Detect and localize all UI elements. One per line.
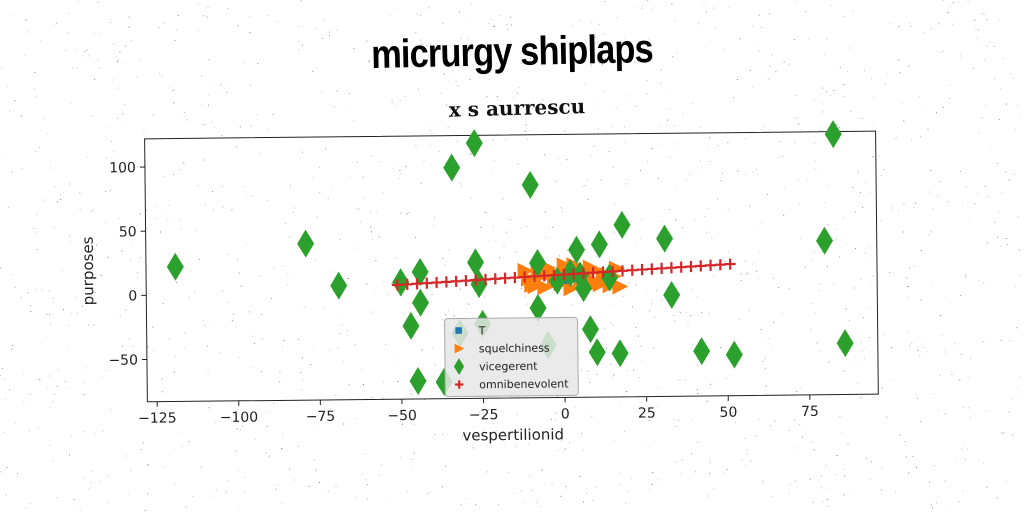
x-tick-label: −125 — [138, 411, 177, 427]
data-point — [558, 268, 570, 281]
legend-symbol — [454, 343, 465, 354]
data-point — [704, 259, 717, 271]
data-point — [587, 267, 599, 279]
data-point — [836, 329, 854, 358]
data-point — [597, 266, 609, 278]
data-point — [297, 229, 315, 258]
data-point — [577, 267, 589, 279]
data-point — [724, 258, 736, 270]
data-point — [391, 279, 404, 291]
x-axis: −125 −100 −75 −50 −25 0 25 50 75 — [138, 394, 819, 427]
data-point — [411, 257, 429, 286]
x-tick-label: 50 — [719, 405, 737, 421]
data-point — [824, 120, 842, 149]
data-point — [489, 273, 501, 285]
x-tick-label: −75 — [306, 409, 336, 425]
data-point — [656, 262, 668, 274]
data-point — [663, 280, 681, 309]
data-point — [392, 268, 410, 297]
data-point — [401, 278, 413, 290]
data-point — [440, 276, 452, 288]
data-point — [695, 260, 707, 272]
legend-symbol — [455, 380, 464, 389]
data-point — [479, 273, 492, 286]
x-tick-label: −100 — [220, 410, 259, 426]
data-point — [521, 170, 539, 199]
data-point — [166, 252, 184, 281]
data-point — [460, 275, 472, 287]
data-point — [402, 311, 420, 340]
y-tick-label: 0 — [128, 288, 137, 304]
data-point — [548, 269, 560, 281]
x-axis-label: vespertilionid — [462, 425, 564, 444]
data-point — [411, 278, 423, 290]
data-point — [685, 260, 697, 273]
legend-label: T — [478, 324, 486, 337]
data-point — [656, 224, 674, 253]
data-point — [567, 268, 580, 280]
data-point — [509, 271, 521, 284]
data-point — [592, 276, 609, 293]
y-axis: −50 0 50 100 — [108, 160, 147, 369]
data-point — [421, 277, 433, 289]
data-point — [450, 275, 462, 287]
legend-label: squelchiness — [479, 342, 550, 356]
data-point — [575, 274, 593, 303]
data-point — [499, 272, 511, 284]
data-point — [616, 265, 629, 277]
data-point — [693, 337, 711, 366]
data-point — [465, 129, 483, 158]
data-point — [527, 278, 544, 295]
data-point — [470, 274, 482, 286]
data-point — [330, 271, 348, 300]
legend-symbol — [455, 327, 462, 334]
data-point — [581, 315, 599, 344]
y-tick-label: 50 — [119, 224, 137, 240]
data-point — [816, 226, 834, 255]
data-point — [467, 248, 485, 277]
data-point — [714, 259, 726, 271]
data-point — [568, 235, 586, 264]
data-point — [538, 270, 550, 282]
data-point — [588, 338, 606, 367]
data-point — [409, 367, 427, 396]
legend-label: vicegerent — [479, 360, 538, 374]
data-point — [411, 288, 429, 317]
y-axis-label: purposes — [79, 236, 98, 305]
data-point — [563, 280, 580, 297]
data-point — [529, 249, 547, 278]
x-tick-label: 0 — [561, 406, 570, 422]
x-tick-label: 25 — [638, 405, 656, 421]
data-point — [665, 262, 678, 274]
data-point — [675, 261, 687, 273]
legend-box — [444, 316, 579, 398]
data-point — [443, 153, 461, 182]
data-point — [613, 210, 631, 239]
x-tick-label: −50 — [387, 408, 417, 424]
data-point — [646, 263, 658, 275]
y-tick-label: 100 — [109, 160, 136, 176]
data-point — [725, 340, 743, 369]
data-point — [612, 278, 629, 295]
data-point — [529, 293, 547, 322]
data-point — [611, 339, 629, 368]
data-point — [636, 263, 648, 276]
x-tick-label: −25 — [469, 407, 499, 423]
data-point — [607, 265, 619, 278]
data-point — [590, 230, 608, 259]
legend-label: omnibenevolent — [479, 377, 569, 391]
data-point — [430, 276, 443, 289]
data-point — [537, 279, 554, 296]
plot-area-frame — [144, 130, 879, 403]
data-point — [519, 271, 531, 283]
legend-symbol — [453, 358, 465, 375]
data-point — [626, 264, 638, 276]
series-omnibenevolent — [391, 258, 736, 291]
y-tick-label: −50 — [108, 353, 138, 369]
x-tick-label: 75 — [801, 404, 819, 420]
data-point — [528, 270, 541, 282]
data-point — [601, 263, 619, 292]
